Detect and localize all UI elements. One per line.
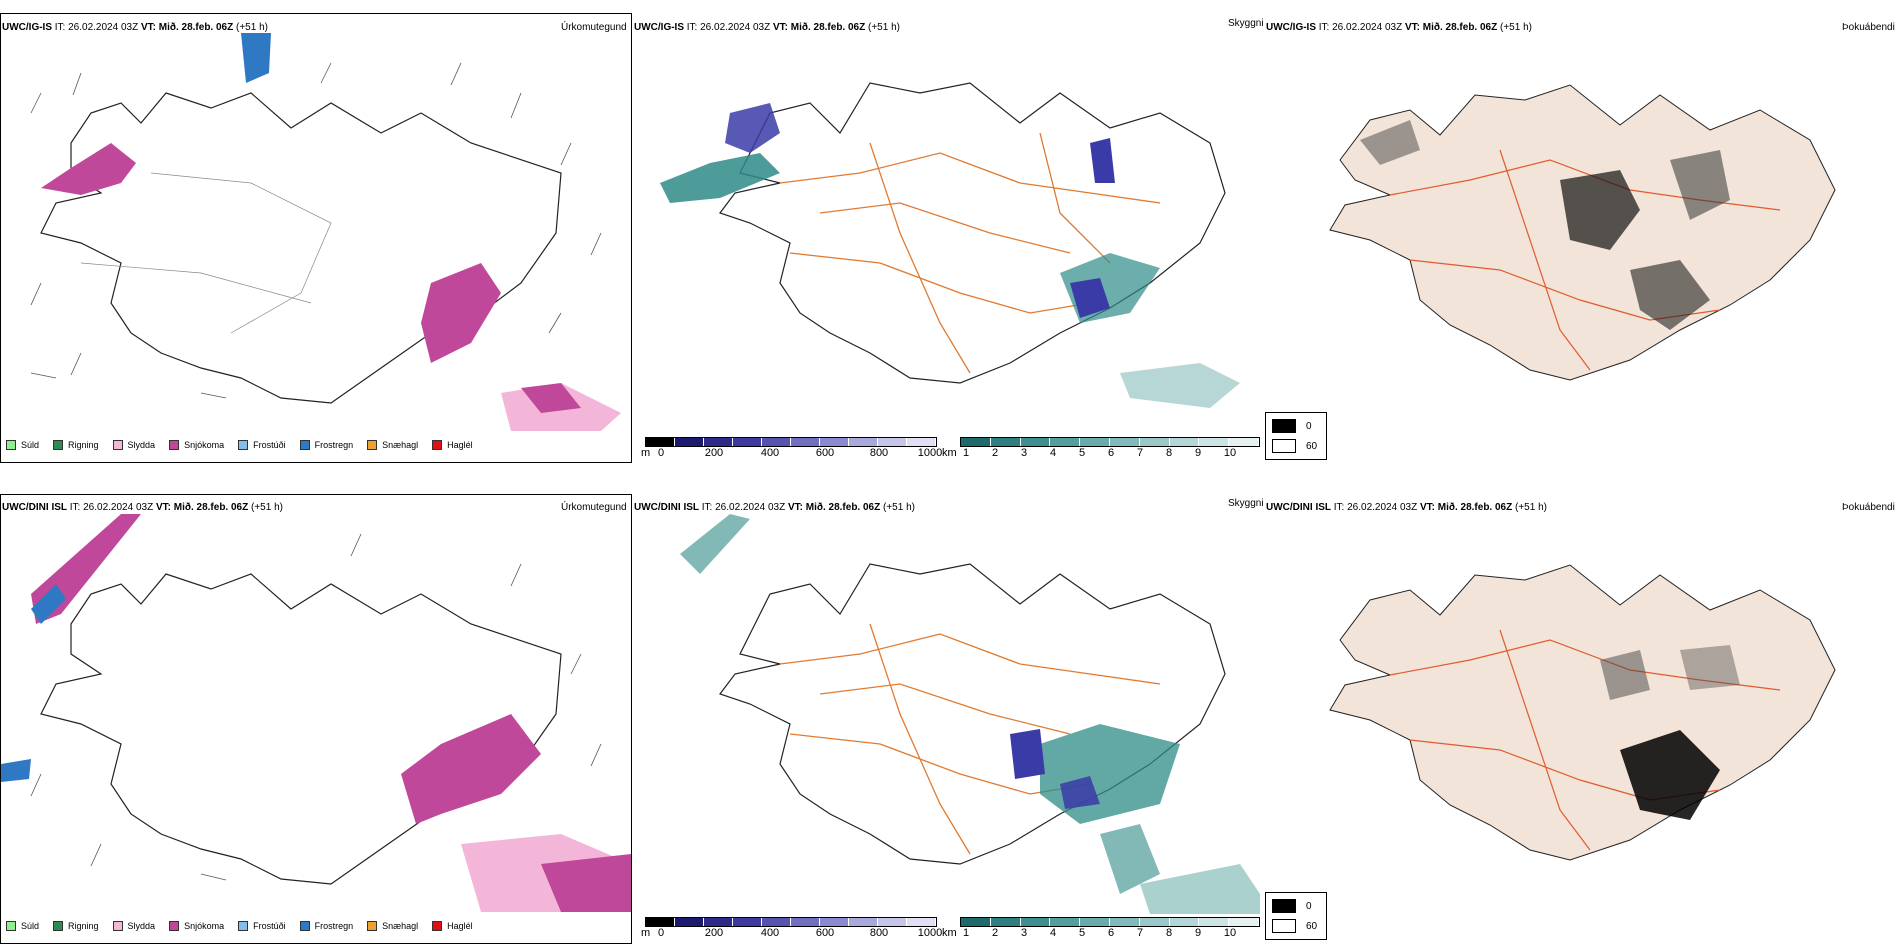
fog-header-top: UWC/IG-IS IT: 26.02.2024 03Z VT: Mið. 28… (1266, 22, 1532, 33)
precip-header-bottom: UWC/DINI ISL IT: 26.02.2024 03Z VT: Mið.… (2, 502, 283, 513)
legend-drizzle: Súld (6, 440, 39, 450)
legend-freezing-rain: Frostregn (300, 440, 354, 450)
low-ceiling-area (1010, 729, 1045, 779)
vis-header-top: UWC/IG-IS IT: 26.02.2024 03Z VT: Mið. 28… (634, 22, 900, 33)
snow-area (41, 143, 136, 195)
fog-title-top: Þokuábendi (1842, 22, 1895, 33)
visibility-map-top (640, 33, 1260, 428)
precip-map-bottom (1, 514, 631, 912)
legend-rain: Rigning (53, 440, 99, 450)
fog-header-bottom: UWC/DINI ISL IT: 26.02.2024 03Z VT: Mið.… (1266, 502, 1547, 513)
legend-snow-pellets: Snæhagl (367, 440, 418, 450)
fog-title-bottom: Þokuábendi (1842, 502, 1895, 513)
legend-freezing-drizzle: Frostúði (238, 921, 286, 931)
iceland-outline (720, 564, 1225, 864)
iceland-land (1330, 565, 1835, 860)
legend-drizzle: Súld (6, 921, 39, 931)
visibility-colorbar-bottom: km 1 2 3 4 5 6 7 8 9 10 (960, 917, 1260, 939)
precip-legend-top: Súld Rigning Slydda Snjókoma Frostúði Fr… (6, 440, 473, 450)
legend-sleet: Slydda (113, 921, 156, 931)
iceland-outline (41, 93, 561, 403)
iceland-outline (720, 83, 1225, 383)
legend-snow: Snjókoma (169, 440, 224, 450)
legend-hail: Haglél (432, 921, 473, 931)
fog-map-bottom (1300, 520, 1860, 900)
legend-snow: Snjókoma (169, 921, 224, 931)
legend-freezing-drizzle: Frostúði (238, 440, 286, 450)
vis-header-bottom: UWC/DINI ISL IT: 26.02.2024 03Z VT: Mið.… (634, 502, 915, 513)
legend-freezing-rain: Frostregn (300, 921, 354, 931)
precip-title-bottom: Úrkomutegund (561, 502, 627, 513)
lead-time: (+51 h) (236, 22, 268, 33)
valid-time: Mið. 28.feb. 06Z (159, 22, 233, 33)
precip-header-top: UWC/IG-IS IT: 26.02.2024 03Z VT: Mið. 28… (2, 22, 268, 33)
visibility-colorbar-top: km 1 2 3 4 5 6 7 8 9 10 (960, 437, 1260, 459)
precip-legend-bottom: Súld Rigning Slydda Snjókoma Frostúði Fr… (6, 921, 473, 931)
ceiling-colorbar-top: m 0 200 400 600 800 1000 (645, 437, 937, 459)
init-time: IT: 26.02.2024 03Z (55, 22, 138, 33)
precip-title-top: Úrkomutegund (561, 22, 627, 33)
legend-rain: Rigning (53, 921, 99, 931)
legend-snow-pellets: Snæhagl (367, 921, 418, 931)
fog-map-top (1300, 40, 1860, 420)
snow-area (401, 714, 541, 824)
visibility-map-bottom (640, 514, 1260, 914)
vis-title-top: Skyggni (1228, 18, 1264, 29)
low-visibility-area (660, 153, 780, 203)
legend-hail: Haglél (432, 440, 473, 450)
precip-map-top (1, 33, 631, 431)
model-name: UWC/IG-IS (2, 22, 52, 33)
vis-title-bottom: Skyggni (1228, 498, 1264, 509)
vt-label: VT: (141, 22, 156, 33)
legend-sleet: Slydda (113, 440, 156, 450)
ceiling-colorbar-bottom: m 0 200 400 600 800 1000 (645, 917, 937, 939)
snow-area (421, 263, 501, 363)
